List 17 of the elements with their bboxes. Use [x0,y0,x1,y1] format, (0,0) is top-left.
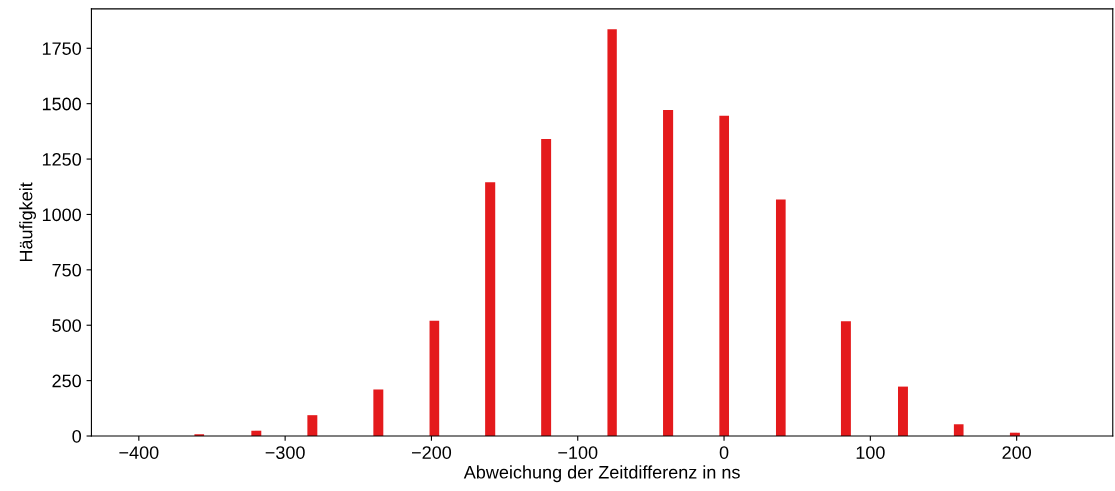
x-tick-label: −100 [558,446,598,459]
y-axis-title: Häufigkeit [19,182,36,262]
y-tick-label: 1750 [42,42,82,55]
y-tick-label: 1500 [42,97,82,111]
x-tick-label: 200 [1002,446,1032,459]
y-tick-label: 1000 [42,208,82,222]
y-tick-label: 500 [52,319,81,332]
y-tick-label: 0 [72,429,81,443]
x-tick-label: 100 [856,446,885,459]
x-tick-label: −300 [265,446,305,459]
y-tick-label: 250 [52,374,81,388]
x-tick-label: −400 [119,446,159,459]
x-axis-title: Abweichung der Zeitdifferenz in ns [463,465,740,483]
x-tick-label: 0 [719,446,729,459]
y-tick-label: 750 [52,263,81,277]
x-tick-label: −200 [412,446,452,459]
y-tick-label: 1250 [42,152,82,166]
